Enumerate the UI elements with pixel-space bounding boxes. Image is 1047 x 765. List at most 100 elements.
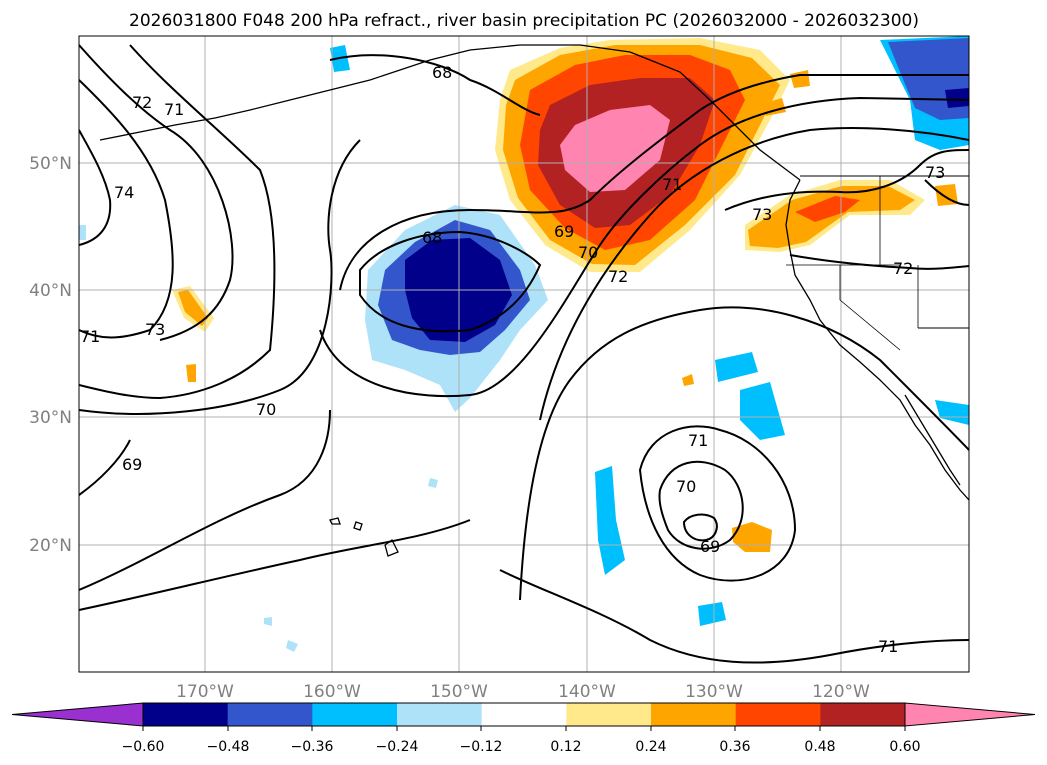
colorbar-extend-max	[904, 702, 1036, 727]
contour-69-central	[339, 74, 969, 291]
contour-72-west	[79, 44, 234, 341]
hawaii-island-3	[353, 521, 363, 531]
contour-73-east	[724, 149, 969, 211]
negative-spot-7	[79, 225, 86, 240]
contour-lines	[79, 44, 969, 664]
coastlines	[99, 44, 969, 557]
positive-spot-2	[186, 364, 196, 382]
colorbar-tick-label: −0.48	[207, 739, 250, 755]
map-layers: 68 72 71 74 73 71 70 69 68 69 70 71 72 7…	[79, 36, 969, 672]
contour-68-central	[359, 230, 542, 333]
negative-spot-2	[740, 382, 785, 440]
contour-label: 68	[422, 228, 442, 247]
lon-label: 140°W	[558, 682, 616, 702]
contour-label: 73	[925, 163, 945, 182]
colorbar-tick-label: −0.12	[460, 739, 503, 755]
positive-anomaly-east-red	[795, 196, 860, 222]
colorbar-extend-min	[11, 702, 144, 727]
contour-label: 68	[432, 63, 452, 82]
contour-72-central	[539, 127, 969, 421]
contour-label: 69	[700, 537, 720, 556]
contour-label: 74	[114, 183, 134, 202]
contour-69-inner	[682, 513, 718, 542]
longitude-axis: 170°W 160°W 150°W 140°W 130°W 120°W	[176, 682, 870, 702]
contour-70-central	[319, 96, 969, 398]
contour-label: 71	[80, 327, 100, 346]
contour-label: 72	[608, 267, 628, 286]
hawaii-island-2	[329, 517, 341, 525]
colorbar: −0.60 −0.48 −0.36 −0.24 −0.12 0.12 0.24 …	[11, 702, 1036, 755]
colorbar-cells	[11, 702, 1036, 727]
contour-label: 73	[145, 320, 165, 339]
colorbar-tick-label: −0.36	[291, 739, 334, 755]
colorbar-cell	[397, 703, 483, 726]
colorbar-cell	[820, 703, 906, 726]
contour-68-north	[329, 54, 541, 116]
lat-label: 30°N	[29, 408, 72, 428]
colorbar-tick-label: 0.24	[635, 739, 666, 755]
contour-73-east-b	[924, 179, 969, 206]
contour-70-outer	[79, 139, 361, 415]
contour-71-west	[79, 44, 276, 400]
colorbar-cell	[651, 703, 737, 726]
lon-label: 160°W	[303, 682, 361, 702]
contour-label: 71	[688, 431, 708, 450]
contour-label: 70	[256, 400, 276, 419]
colorbar-frame	[142, 702, 906, 727]
colorbar-cell	[566, 703, 652, 726]
colorbar-cell	[143, 703, 229, 726]
negative-spot-5	[935, 400, 969, 425]
negative-spot-1	[595, 466, 625, 575]
negative-spot-3	[715, 352, 758, 382]
lat-label: 50°N	[29, 154, 72, 174]
contour-71-central	[79, 409, 331, 591]
colorbar-cell	[312, 703, 398, 726]
map-frame	[78, 35, 970, 673]
contour-label: 70	[578, 243, 598, 262]
negative-spot-8	[286, 640, 298, 652]
gridlines	[79, 36, 969, 672]
positive-anomaly-east-orange	[748, 186, 915, 248]
colorbar-tick-label: 0.60	[889, 739, 920, 755]
contour-71-south	[519, 306, 969, 601]
contour-label: 71	[662, 175, 682, 194]
positive-spot-1-core	[178, 290, 208, 326]
contour-72-east	[789, 254, 969, 270]
contour-74-west	[79, 129, 112, 246]
colorbar-cell	[227, 703, 313, 726]
colorbar-cell	[481, 703, 567, 726]
negative-spot-9	[264, 617, 272, 626]
positive-spot-4	[682, 374, 694, 386]
colorbar-tick-label: 0.12	[550, 739, 581, 755]
negative-spot-4	[698, 602, 726, 626]
lon-label: 130°W	[685, 682, 743, 702]
contour-label: 72	[132, 93, 152, 112]
lon-label: 150°W	[430, 682, 488, 702]
colorbar-ticks	[142, 726, 906, 731]
contour-69-far-west	[79, 519, 471, 611]
lat-label: 20°N	[29, 536, 72, 556]
contour-label: 69	[554, 222, 574, 241]
contour-71-se	[499, 569, 969, 664]
colorbar-cell	[735, 703, 821, 726]
coastline-alaska	[99, 44, 801, 181]
negative-anomaly-ne-core	[945, 88, 969, 108]
colorbar-tick-labels: −0.60 −0.48 −0.36 −0.24 −0.12 0.12 0.24 …	[122, 739, 921, 755]
contour-label-group: 68 72 71 74 73 71 70 69 68 69 70 71 72 7…	[80, 63, 945, 656]
contour-69-south	[658, 460, 744, 550]
colorbar-tick-label: 0.48	[804, 739, 835, 755]
coastline-baja	[904, 394, 961, 486]
contour-label: 70	[676, 477, 696, 496]
colorbar-tick-label: 0.36	[719, 739, 750, 755]
contour-label: 73	[752, 205, 772, 224]
figure-title: 2026031800 F048 200 hPa refract., river …	[129, 11, 919, 31]
latitude-axis: 50°N 40°N 30°N 20°N	[29, 154, 72, 556]
lon-label: 170°W	[176, 682, 234, 702]
coastline-west-na	[785, 179, 969, 501]
contour-label: 72	[893, 259, 913, 278]
negative-spot-10	[428, 478, 438, 488]
lon-label: 120°W	[812, 682, 870, 702]
contour-69-west	[79, 439, 131, 496]
contour-70-south	[638, 425, 797, 582]
contour-label: 71	[164, 100, 184, 119]
